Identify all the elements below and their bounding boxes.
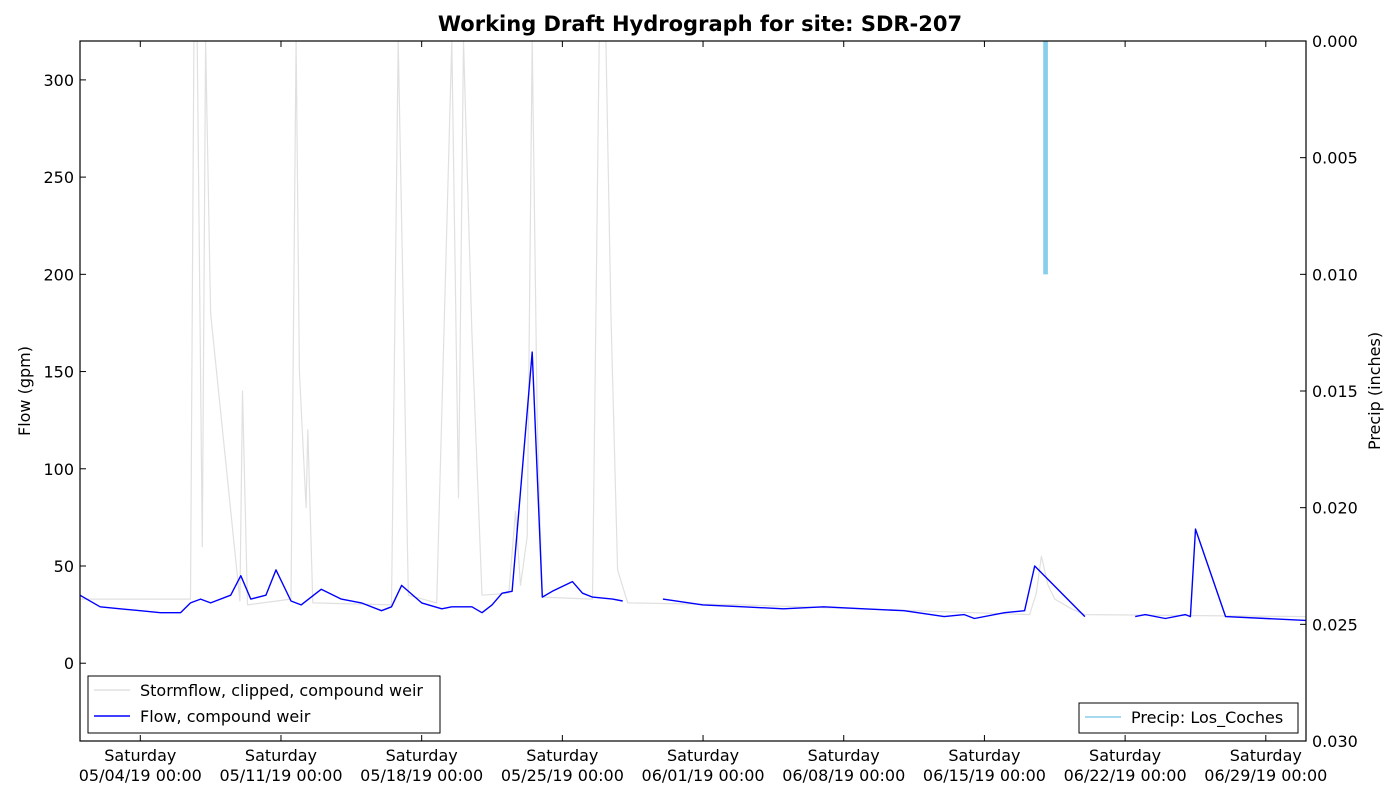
plot-area: [80, 41, 1306, 622]
chart-title: Working Draft Hydrograph for site: SDR-2…: [438, 12, 962, 36]
legend-right-box: [1078, 702, 1299, 734]
y2-tick-label: 0.010: [1312, 265, 1358, 284]
series-line-flow-compound-weir: [80, 351, 623, 614]
y-axis-right: 0.000 0.005 0.010 0.015 0.020 0.025 0.030: [1300, 32, 1358, 751]
y2-tick-label: 0.000: [1312, 32, 1358, 51]
y2-tick-label: 0.030: [1312, 732, 1358, 751]
y-tick-label: 200: [43, 265, 74, 284]
y2-tick-label: 0.005: [1312, 149, 1358, 168]
y-tick-label: 100: [43, 460, 74, 479]
y-tick-label: 50: [54, 557, 74, 576]
x-tick-label-date: 06/29/19 00:00: [1204, 766, 1327, 785]
x-tick-label-day: Saturday: [386, 746, 458, 765]
legend-label-flow: Flow, compound weir: [140, 707, 311, 726]
legend-label-stormflow: Stormflow, clipped, compound weir: [140, 681, 423, 700]
legend-left-box: [87, 675, 441, 734]
x-tick-label-day: Saturday: [948, 746, 1020, 765]
series-line-stormflow-clipped-compound-weir: [80, 41, 1306, 618]
precip-bar: [1044, 41, 1048, 275]
y-tick-label: 250: [43, 168, 74, 187]
x-tick-label-date: 06/15/19 00:00: [923, 766, 1046, 785]
y2-tick-label: 0.025: [1312, 615, 1358, 634]
x-tick-label-day: Saturday: [667, 746, 739, 765]
x-tick-label-day: Saturday: [104, 746, 176, 765]
y-tick-label: 150: [43, 363, 74, 382]
series-line-flow-compound-weir: [1135, 528, 1306, 622]
y-tick-label: 300: [43, 71, 74, 90]
x-tick-label-date: 06/22/19 00:00: [1064, 766, 1187, 785]
y-axis-left: 0 50 100 150 200 250 300: [43, 71, 86, 673]
y2-axis-label: Precip (inches): [1365, 332, 1384, 450]
y2-tick-label: 0.015: [1312, 382, 1358, 401]
x-tick-label-day: Saturday: [1230, 746, 1302, 765]
x-tick-label-day: Saturday: [1089, 746, 1161, 765]
legend-left: Stormflow, clipped, compound weir Flow, …: [87, 675, 441, 734]
x-tick-label-day: Saturday: [526, 746, 598, 765]
x-tick-label-date: 06/08/19 00:00: [782, 766, 905, 785]
series-line-flow-compound-weir: [662, 565, 1086, 620]
x-tick-label-date: 06/01/19 00:00: [642, 766, 765, 785]
x-tick-label-date: 05/18/19 00:00: [360, 766, 483, 785]
x-tick-label-date: 05/11/19 00:00: [219, 766, 342, 785]
y-axis-label: Flow (gpm): [15, 346, 34, 436]
x-tick-label-day: Saturday: [808, 746, 880, 765]
x-tick-label-day: Saturday: [245, 746, 317, 765]
legend-right: Precip: Los_Coches: [1078, 702, 1299, 734]
y2-tick-label: 0.020: [1312, 499, 1358, 518]
x-tick-label-date: 05/25/19 00:00: [501, 766, 624, 785]
precip-bar: [1043, 41, 1047, 275]
plot-frame: [79, 40, 1307, 742]
y-tick-label: 0: [64, 654, 74, 673]
legend-label-precip: Precip: Los_Coches: [1131, 708, 1283, 728]
x-tick-label-date: 05/04/19 00:00: [79, 766, 202, 785]
